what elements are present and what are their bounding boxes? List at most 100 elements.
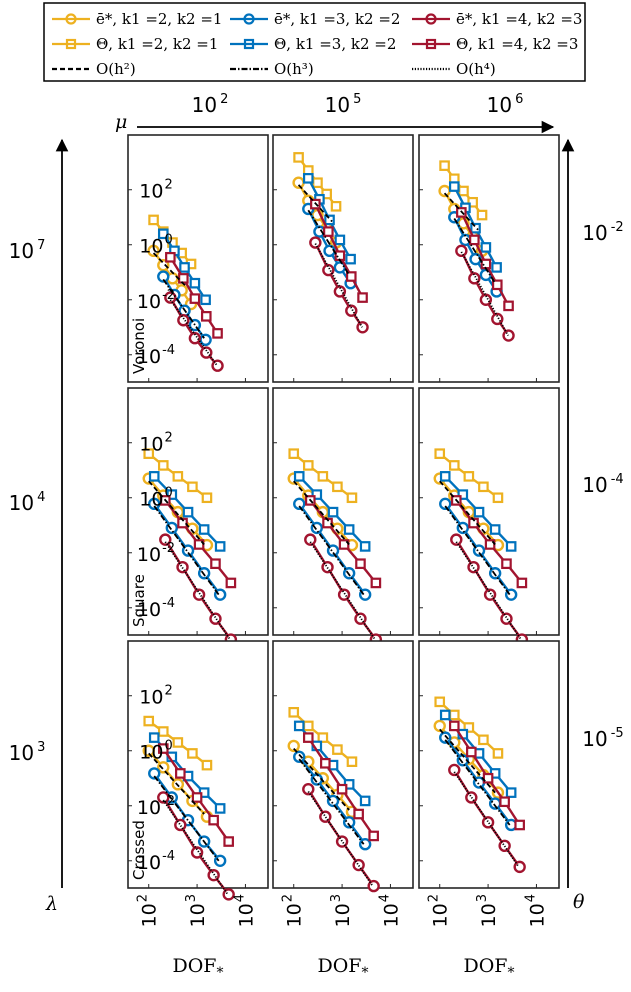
data-point-e_k4	[450, 533, 463, 546]
legend-entry: Θ, k1 =3, k2 =2	[230, 35, 396, 53]
data-point-T_k4	[178, 273, 189, 284]
data-point-T_k2	[312, 177, 323, 189]
legend-marker	[243, 38, 255, 50]
data-point-T_k2	[187, 748, 198, 759]
theta-axis: θ	[561, 138, 585, 913]
data-point-T_k3	[505, 787, 517, 798]
data-point-e_k3	[293, 497, 306, 511]
data-point-T_k2	[293, 152, 304, 163]
data-point-T_k3	[448, 181, 460, 192]
data-point-T_k4	[200, 311, 212, 322]
data-point-T_k4	[466, 746, 477, 758]
panel-frame	[418, 134, 560, 383]
data-point-e_k3	[459, 233, 472, 247]
data-point-e_k2	[433, 719, 446, 733]
data-point-T_k4	[491, 279, 503, 291]
x-tick-base: 10	[430, 903, 452, 927]
reference-slope-O_h4	[460, 251, 509, 336]
theta-value-base: 10	[582, 221, 607, 245]
legend-entry: O(h³)	[230, 60, 314, 78]
data-point-T_k4	[469, 234, 480, 246]
data-point-T_k2	[288, 448, 300, 459]
data-point-e_k4	[319, 810, 332, 823]
x-tick-label: 103	[184, 894, 209, 927]
data-point-T_k3	[157, 228, 169, 240]
mesh-label: Crossed	[130, 820, 148, 880]
data-point-T_k4	[189, 293, 201, 304]
data-point-T_k4	[157, 743, 169, 754]
y-tick-exponent: -2	[162, 288, 175, 303]
data-point-T_k3	[148, 732, 160, 743]
data-point-e_k3	[213, 854, 227, 867]
y-tick-label: 10-4	[137, 849, 175, 874]
y-tick-exponent: 0	[164, 486, 172, 501]
data-point-T_k4	[501, 558, 512, 570]
data-point-e_k3	[326, 794, 340, 808]
lambda-label: λ	[45, 893, 58, 915]
y-tick-label: 102	[139, 178, 172, 203]
data-point-T_k2	[317, 732, 329, 743]
data-point-T_k2	[148, 214, 159, 226]
data-point-T_k4	[503, 300, 514, 312]
legend-entry: O(h⁴)	[412, 60, 496, 78]
reference-slope-O_h4	[314, 243, 363, 328]
data-point-e_k2	[157, 761, 170, 774]
data-point-T_k3	[198, 524, 210, 535]
data-point-T_k4	[165, 251, 176, 263]
y-tick-base: 10	[139, 742, 163, 764]
data-point-e_k4	[465, 791, 478, 804]
mu-value-base: 10	[487, 93, 512, 117]
panel-frame	[272, 640, 414, 889]
data-point-T_k4	[175, 768, 186, 779]
data-point-T_k4	[302, 732, 314, 743]
x-tick-base: 10	[332, 903, 354, 927]
y-tick-base: 10	[139, 489, 163, 511]
theta-value-exponent: -2	[611, 220, 624, 235]
y-tick-exponent: -4	[162, 596, 175, 611]
reference-slope-O_h3	[307, 209, 350, 276]
y-tick-exponent: 2	[164, 431, 172, 446]
data-point-T_k4	[448, 720, 460, 732]
data-point-T_k2	[478, 734, 489, 746]
mesh-label: Voronoi	[130, 318, 148, 374]
data-point-T_k4	[368, 830, 379, 842]
data-point-T_k3	[359, 795, 371, 807]
reference-slope-O_h2	[443, 192, 479, 231]
data-point-e_k2	[142, 744, 155, 757]
x-tick-exponent: 3	[475, 894, 490, 902]
theta-value-exponent: -5	[611, 726, 624, 741]
data-point-e_k4	[354, 612, 367, 625]
data-point-T_k4	[345, 271, 357, 282]
data-point-e_k4	[188, 332, 202, 345]
panel	[418, 134, 560, 383]
lambda-value-base: 10	[9, 491, 34, 515]
data-point-T_k2	[458, 185, 469, 197]
mu-label: μ	[115, 111, 127, 133]
data-point-e_k4	[322, 263, 335, 277]
x-axis-label-sub: *	[217, 965, 224, 981]
x-axis-label-main: DOF	[173, 955, 217, 977]
reference-slope-O_h3	[444, 739, 511, 826]
data-point-T_k2	[346, 492, 358, 504]
legend-label: O(h³)	[274, 60, 314, 78]
y-tick-label: 102	[139, 431, 172, 456]
y-tick-base: 10	[137, 599, 161, 621]
data-point-T_k2	[302, 720, 314, 732]
reference-slope-O_h2	[439, 728, 496, 794]
legend-entry: ē*, k1 =4, k2 =3	[412, 10, 582, 28]
legend-entry: O(h²)	[52, 60, 136, 78]
data-point-T_k2	[172, 737, 184, 748]
reference-slope-O_h3	[153, 505, 220, 596]
y-tick-exponent: 2	[164, 178, 172, 193]
data-point-T_k3	[166, 489, 178, 500]
data-point-T_k2	[143, 715, 155, 727]
data-point-T_k3	[182, 506, 194, 518]
x-tick-label: 104	[377, 894, 402, 927]
data-point-e_k4	[479, 293, 493, 306]
data-point-T_k2	[492, 748, 504, 759]
data-point-T_k4	[320, 757, 331, 769]
data-point-T_k2	[434, 696, 446, 708]
data-point-e_k2	[147, 244, 160, 258]
data-point-e_k4	[302, 782, 315, 796]
